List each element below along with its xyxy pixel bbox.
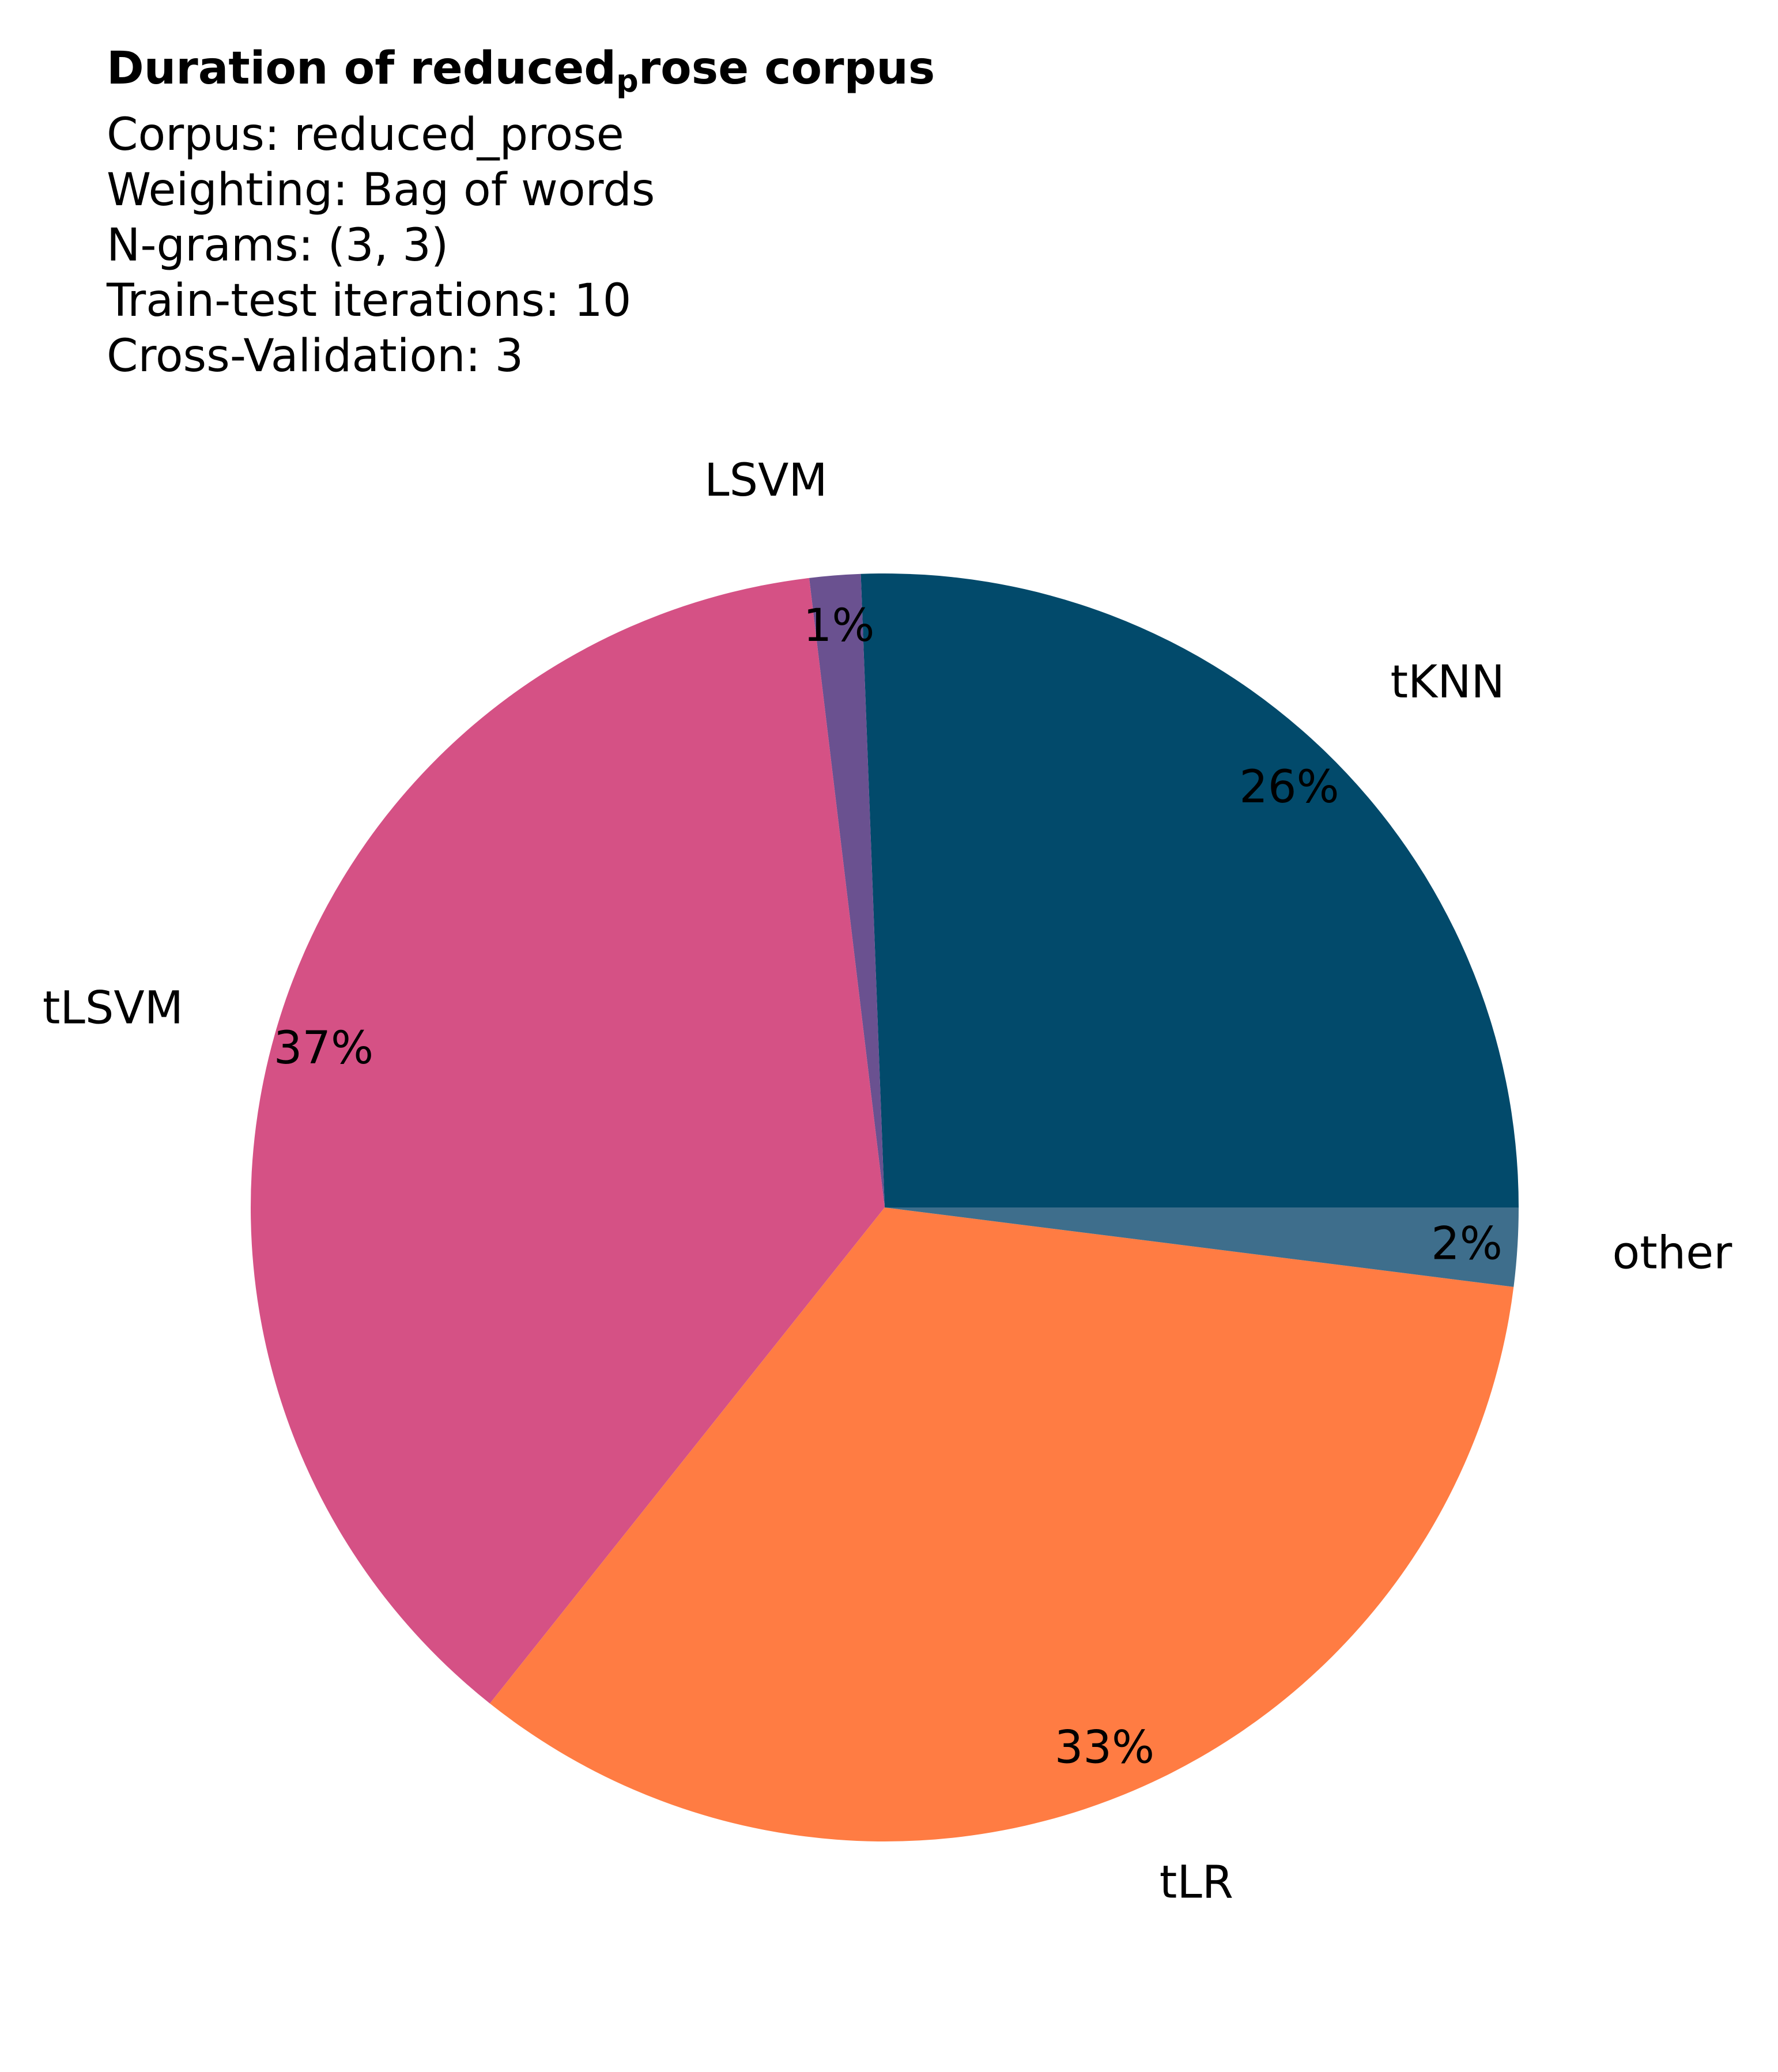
pie-slice-lsvm [809,573,885,1208]
pie-labels: tKNN 26% LSVM 1% tLSVM 37% tLR 33% other 2% [43,455,1732,1909]
slice-label-tlr: tLR [1160,1857,1233,1909]
chart-title-rest: rose corpus [638,43,935,95]
pie-slices [250,573,1519,1841]
pie-slice-tlsvm [250,578,885,1704]
slice-label-lsvm: LSVM [704,455,828,507]
pie-slice-tknn [860,573,1519,1207]
chart-title-subscript: p [616,63,639,99]
subtitle-corpus: Corpus: reduced_prose [107,109,624,161]
chart-title-block: Duration of reducedprose corpus Corpus: … [107,46,935,384]
slice-label-tknn: tKNN [1390,656,1504,708]
subtitle-iterations: Train-test iterations: 10 [107,275,632,327]
chart-title-main: Duration of reduced [107,43,617,95]
slice-percent-tlr: 33% [1055,1722,1154,1773]
subtitle-ngrams: N-grams: (3, 3) [107,220,449,271]
slice-label-tlsvm: tLSVM [43,983,183,1035]
pie-slice-tlr [489,1207,1514,1841]
slice-percent-tknn: 26% [1239,761,1339,813]
subtitle-weighting: Weighting: Bag of words [107,164,655,216]
subtitle-cross-validation: Cross-Validation: 3 [107,330,524,382]
chart-title: Duration of reducedprose corpus [107,46,935,97]
pie-slice-other [885,1207,1519,1287]
slice-percent-lsvm: 1% [803,600,875,652]
slice-label-other: other [1613,1227,1733,1279]
slice-percent-tlsvm: 37% [274,1022,373,1074]
slice-percent-other: 2% [1431,1218,1503,1270]
